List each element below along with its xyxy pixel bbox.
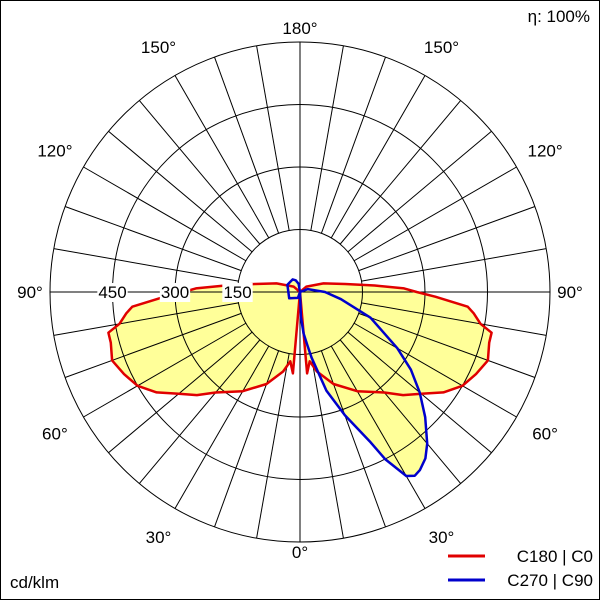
grid-spoke-140r xyxy=(339,100,462,245)
legend-label-c180-c0: C180 | C0 xyxy=(517,547,593,566)
grid-spoke-170r xyxy=(310,45,344,231)
grid-spoke-100r xyxy=(361,248,547,282)
angle-label-120-right: 120° xyxy=(527,142,562,161)
grid-spoke-120l xyxy=(83,166,247,262)
angle-label-180: 180° xyxy=(282,19,317,38)
grid-spoke-100l xyxy=(53,248,239,282)
angle-label-60-right-bg xyxy=(531,424,559,444)
angle-label-60-left-bg xyxy=(41,424,69,444)
grid-spoke-160r xyxy=(320,56,386,234)
angle-label-30-left: 30° xyxy=(146,528,172,547)
grid-spoke-30l xyxy=(174,345,270,509)
grid-spoke-130r xyxy=(347,130,492,253)
polar-grid xyxy=(49,41,551,543)
grid-spoke-40r xyxy=(339,339,462,484)
angle-label-90-right: 90° xyxy=(557,283,583,302)
radial-label-300: 300 xyxy=(161,283,189,302)
series-line-1 xyxy=(286,278,429,478)
grid-spoke-40l xyxy=(138,339,261,484)
grid-spoke-110l xyxy=(64,206,242,272)
grid-spoke-150r xyxy=(330,75,426,239)
grid-spoke-10r xyxy=(310,353,344,539)
radial-label-450: 450 xyxy=(98,283,126,302)
axis-labels: 180° 0° 90° 90° 30° 30° 60° 60° 120° 120° 150° 150°… xyxy=(16,19,584,562)
angle-label-30-right-bg xyxy=(427,528,456,548)
grid-spoke-170l xyxy=(256,45,290,231)
angle-label-120-right-bg xyxy=(526,141,564,161)
angle-label-150-right: 150° xyxy=(424,38,459,57)
grid-spoke-140l xyxy=(138,100,261,245)
grid-spoke-80r xyxy=(361,302,547,336)
grid-spoke-50l xyxy=(108,331,253,454)
unit-label: cd/klm xyxy=(10,573,59,592)
radial-label-150: 150 xyxy=(223,283,251,302)
angle-label-150-left-bg xyxy=(139,37,178,57)
angle-label-0: 0° xyxy=(292,543,308,562)
legend: C180 | C0 C270 | C90 xyxy=(448,547,593,590)
grid-spoke-80l xyxy=(53,302,239,336)
grid-spoke-160l xyxy=(214,56,280,234)
grid-spoke-30r xyxy=(330,345,426,509)
angle-label-0-bg xyxy=(290,543,310,562)
efficiency-label: η: 100% xyxy=(528,7,590,26)
grid-spoke-60l xyxy=(83,322,247,418)
radial-label-450-bg xyxy=(97,283,128,302)
angle-label-90-right-bg xyxy=(556,283,584,302)
angle-label-30-left-bg xyxy=(144,528,173,548)
angle-label-150-left: 150° xyxy=(141,38,176,57)
series-fill-1 xyxy=(287,279,428,476)
grid-spoke-20r xyxy=(320,350,386,528)
grid-spoke-110r xyxy=(358,206,536,272)
radial-label-150-bg xyxy=(222,283,253,302)
grid-spoke-70l xyxy=(64,312,242,378)
angle-label-30-right: 30° xyxy=(429,528,455,547)
grid-spoke-10l xyxy=(256,353,290,539)
angle-label-120-left: 120° xyxy=(37,142,72,161)
radial-label-300-bg xyxy=(159,283,191,302)
grid-spoke-150l xyxy=(174,75,270,239)
angle-label-120-left-bg xyxy=(36,141,74,161)
series-fills xyxy=(108,279,492,476)
angle-label-60-right: 60° xyxy=(532,425,558,444)
grid-spoke-20l xyxy=(214,350,280,528)
angle-label-150-right-bg xyxy=(422,37,461,57)
grid-spoke-120r xyxy=(353,166,517,262)
angle-label-90-left: 90° xyxy=(17,283,43,302)
legend-label-c270-c90: C270 | C90 xyxy=(507,571,593,590)
grid-spoke-130l xyxy=(108,130,253,253)
series-lines xyxy=(107,278,493,478)
angle-label-60-left: 60° xyxy=(42,425,68,444)
angle-label-180-bg xyxy=(281,19,319,38)
angle-label-90-left-bg xyxy=(16,283,44,302)
grid-spoke-70r xyxy=(358,312,536,378)
grid-spoke-60r xyxy=(353,322,517,418)
